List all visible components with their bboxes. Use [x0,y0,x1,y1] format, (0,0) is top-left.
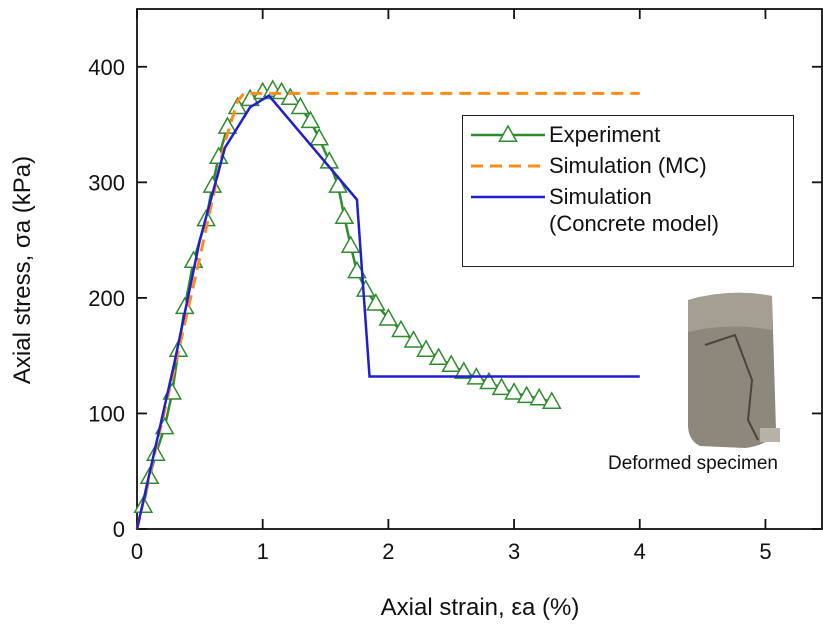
x-tick-label: 2 [382,539,394,564]
data-point [355,279,376,297]
legend-label: Simulation (MC) [549,153,707,178]
y-tick-label: 200 [88,286,125,311]
y-tick-label: 0 [113,517,125,542]
data-point [479,371,499,390]
x-tick-label: 0 [131,539,143,564]
legend-label: Experiment [549,122,661,147]
legend-swatch [471,124,545,143]
data-point [441,354,462,372]
x-tick-label: 4 [634,539,646,564]
data-point [290,96,311,115]
y-tick-label: 100 [88,401,125,426]
data-point [391,319,411,338]
data-point [491,377,512,396]
data-point [365,293,386,311]
legend-marker [498,124,518,143]
data-point [300,110,321,129]
y-axis-title: Axial stress, σa (kPa) [9,156,36,384]
data-point [378,308,399,326]
plot-frame [136,8,823,530]
data-point [529,387,550,406]
x-tick-label: 1 [257,539,269,564]
legend-label: Simulation (Concrete model) [549,184,719,236]
data-point [453,361,474,379]
legend-swatch [471,195,545,199]
data-point [416,339,436,357]
data-point [403,330,424,348]
data-point [504,382,524,400]
legend-item: Simulation (Concrete model) [463,182,793,262]
specimen-photo [688,292,780,448]
legend: Experiment Simulation (MC) Simulation (Con… [462,115,794,267]
data-point [428,347,449,366]
data-point [334,206,355,225]
x-tick-label: 5 [759,539,771,564]
annotation: Deformed specimen [608,453,778,474]
data-point [340,235,361,253]
data-point [541,391,562,409]
data-point [328,175,348,193]
series-line [135,94,640,530]
data-point [309,127,330,146]
data-point [280,87,301,106]
legend-swatch [471,164,545,168]
y-tick-label: 400 [88,55,125,80]
data-point [516,385,537,404]
legend-item: Experiment [463,120,793,200]
x-axis-title: Axial strain, εa (%) [381,594,580,621]
x-tick-label: 3 [508,539,520,564]
legend-item: Simulation (MC) [463,151,793,231]
y-tick-label: 300 [88,170,125,195]
